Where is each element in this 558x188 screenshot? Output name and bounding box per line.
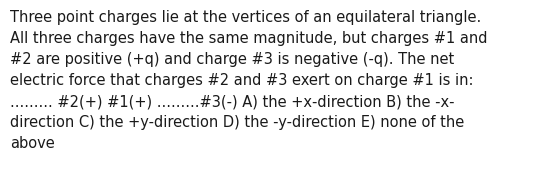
- Text: Three point charges lie at the vertices of an equilateral triangle.
All three ch: Three point charges lie at the vertices …: [10, 10, 488, 151]
